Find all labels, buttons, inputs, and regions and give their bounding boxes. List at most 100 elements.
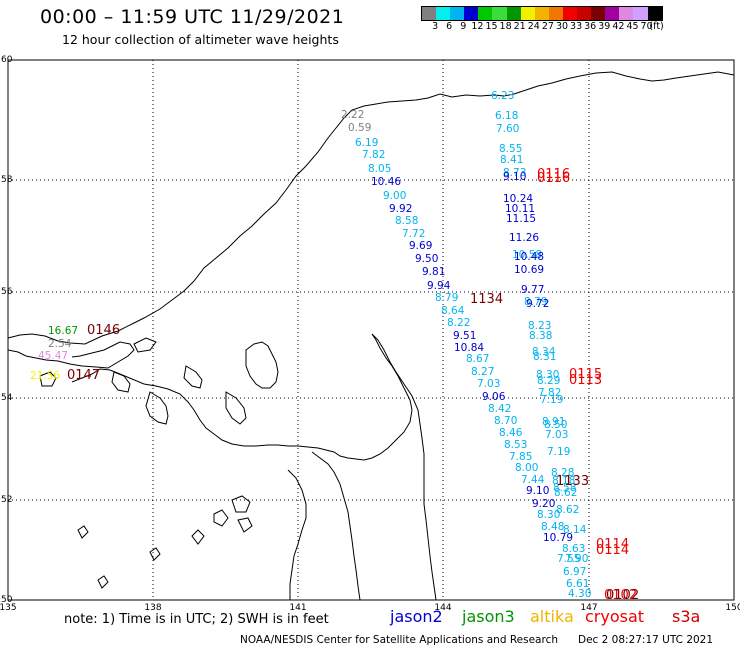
latitude-labels: 60 58 56 54 52 50 [1,55,13,605]
wave-height-value: 8.23 [528,320,551,332]
wave-height-value: 7.55 [557,553,580,565]
color-swatch [605,7,620,20]
wave-height-value: 7.60 [496,123,519,135]
longitude-label: 141 [289,603,306,613]
wave-height-value: 9.92 [389,203,412,215]
wave-height-value: 8.79 [435,292,458,304]
color-scale-label: 9 [460,21,467,32]
pass-time-label: 1133 [556,474,589,489]
color-scale-label: 39 [598,21,611,32]
wave-height-value: 8.63 [562,543,585,555]
color-swatch [548,7,563,20]
wave-height-value: 7.19 [540,394,563,406]
wave-height-value: 9.20 [532,498,555,510]
color-swatch [619,7,634,20]
color-swatch [450,7,465,20]
wave-height-value: 8.28 [551,467,574,479]
wave-height-value: 10.79 [543,532,573,544]
latitude-label: 50 [1,595,13,605]
wave-height-value: 4.30 [568,588,591,600]
color-swatch [464,7,479,20]
wave-height-value: 9.81 [422,266,445,278]
pass-time-label: 0102 [604,588,637,603]
wave-height-value: 8.30 [537,509,560,521]
wave-height-value: 8.79 [524,296,547,308]
color-swatch [647,7,662,20]
wave-height-value: 8.53 [504,439,527,451]
color-scale-labels: 3 6 9 12 15 18 21 24 27 30 33 36 39 42 45 70 (ft) [421,21,731,35]
wave-height-value: 8.38 [529,330,552,342]
pass-time-label: 0102 [606,588,639,603]
pass-time-label: 0113 [569,373,602,388]
color-scale-label: 21 [513,21,526,32]
color-scale-label: 3 [432,21,439,32]
wave-height-value: 8.62 [554,487,577,499]
wave-height-value: 7.85 [509,451,532,463]
color-swatch [506,7,521,20]
legend-jason2: jason2 [390,607,443,626]
wave-height-observations: 2.220.596.197.828.0510.469.009.928.587.7… [30,90,591,600]
wave-height-value: 7.03 [477,378,500,390]
color-scale-label: 15 [485,21,498,32]
wave-height-value: 8.50 [544,419,567,431]
color-swatch [591,7,606,20]
color-swatch [492,7,507,20]
color-scale-label: 12 [471,21,484,32]
longitude-label: 144 [434,603,451,613]
wave-height-value: 8.14 [563,524,587,536]
wave-height-value: 8.55 [499,143,522,155]
pass-time-label: 0147 [67,368,100,383]
wave-height-value: 8.48 [541,521,564,533]
color-swatch [534,7,549,20]
color-scale-label: 33 [570,21,583,32]
wave-height-value: 7.82 [362,149,385,161]
wave-height-value: 6.61 [566,578,589,590]
wave-height-value: 8.41 [500,154,523,166]
wave-height-value: 8.58 [553,482,576,494]
wave-height-value: 8.70 [494,415,517,427]
color-scale-label: (ft) [649,21,664,32]
color-swatch [633,7,648,20]
longitude-labels: 135 138 141 144 147 150 [0,603,740,613]
page-title: 00:00 – 11:59 UTC 11/29/2021 [40,6,345,28]
wave-height-value: 10.46 [371,176,401,188]
wave-height-value: 7.03 [545,429,568,441]
wave-height-value: 7.44 [521,474,545,486]
credit-text: NOAA/NESDIS Center for Satellite Applica… [240,634,558,646]
wave-height-value: 8.58 [395,215,418,227]
wave-height-value: 6.18 [495,110,518,122]
wave-height-value: 45.47 [38,350,68,362]
longitude-label: 150 [725,603,740,613]
latitude-label: 54 [1,393,13,403]
wave-height-value: 7.82 [538,387,561,399]
wave-height-value: 9.51 [453,330,476,342]
wave-height-value: 8.22 [447,317,470,329]
wave-height-value: 9.94 [427,280,451,292]
longitude-label: 135 [0,603,17,613]
wave-height-value: 9.10 [503,171,526,183]
wave-height-value: 6.97 [563,566,586,578]
latitude-label: 60 [1,55,13,65]
color-scale-label: 36 [584,21,597,32]
color-scale-label: 27 [541,21,554,32]
longitude-label: 138 [144,603,161,613]
wave-height-value: 8.46 [499,427,523,439]
pass-time-label: 0116 [537,167,570,182]
color-swatch [577,7,592,20]
pass-time-label: 0114 [596,537,629,552]
wave-height-value: 8.05 [368,163,391,175]
coastline [7,71,735,601]
wave-height-value: 8.42 [488,403,511,415]
longitude-label: 147 [580,603,597,613]
wave-height-value: 8.62 [556,504,579,516]
pass-time-label: 1134 [470,292,503,307]
wave-height-value: 8.30 [536,369,559,381]
wave-height-value: 21.56 [30,370,60,382]
latitude-label: 58 [1,175,13,185]
color-swatch [562,7,578,20]
color-scale-label: 6 [446,21,453,32]
wave-height-value: 9.00 [383,190,406,202]
wave-height-value: 8.64 [441,305,465,317]
